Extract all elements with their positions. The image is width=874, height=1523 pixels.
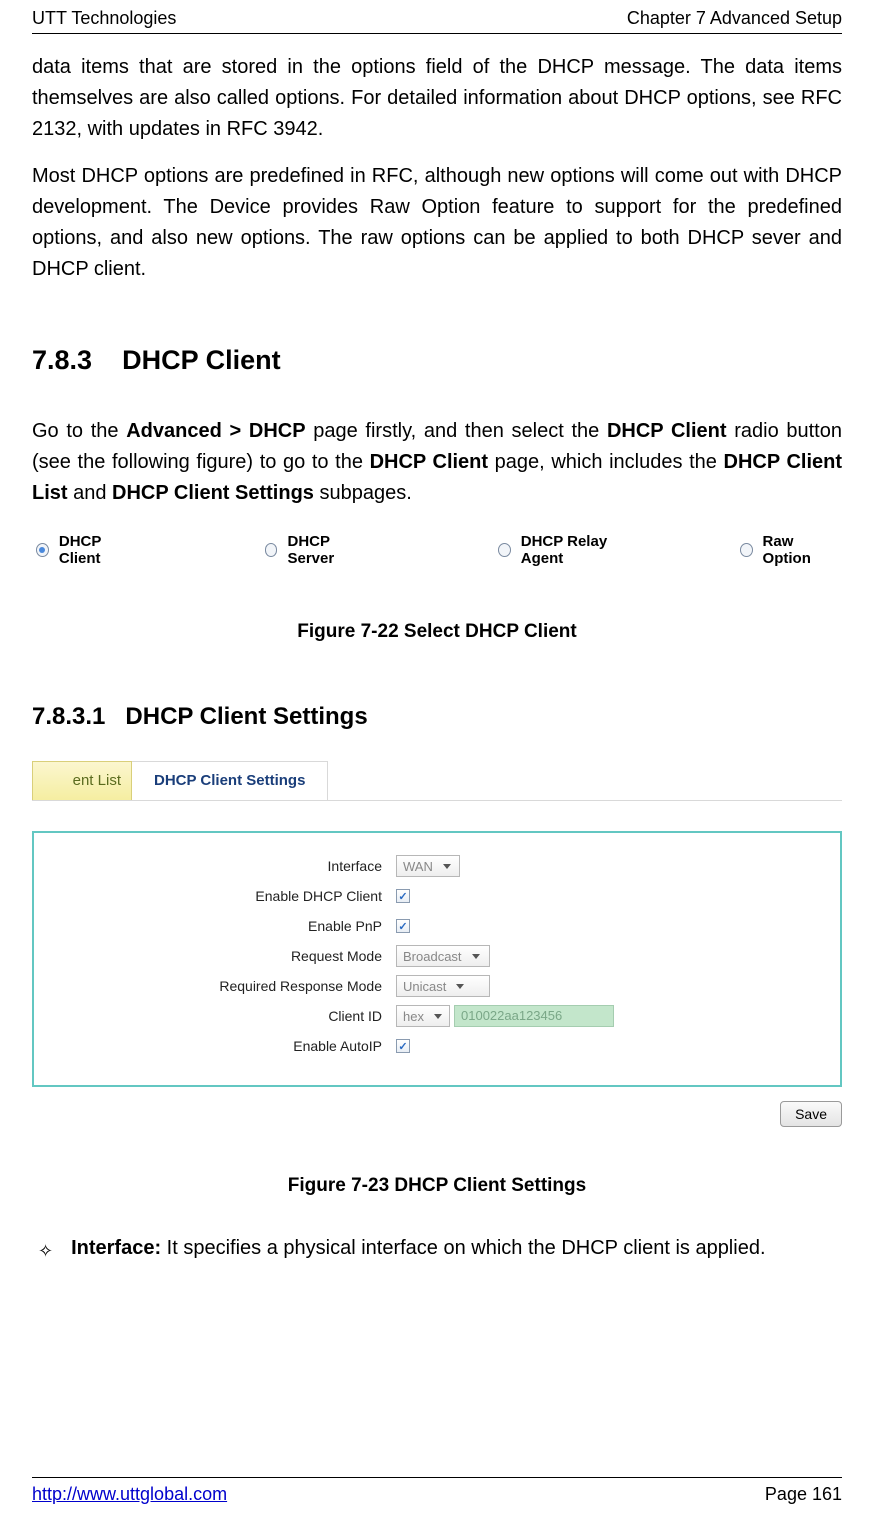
subsection-number: 7.8.3.1	[32, 703, 105, 730]
bold-text: DHCP Client	[607, 420, 727, 442]
radio-group: DHCP Client DHCP Server DHCP Relay Agent…	[32, 533, 842, 567]
radio-dhcp-server[interactable]: DHCP Server	[265, 533, 372, 567]
figure-caption-1: Figure 7-22 Select DHCP Client	[32, 621, 842, 643]
select-value: Broadcast	[403, 949, 462, 964]
text: subpages.	[314, 482, 412, 504]
paragraph-2: Most DHCP options are predefined in RFC,…	[32, 161, 842, 285]
bold-text: DHCP Client	[370, 451, 488, 473]
header-right: Chapter 7 Advanced Setup	[627, 8, 842, 29]
select-interface[interactable]: WAN	[396, 855, 460, 877]
select-value: Unicast	[403, 979, 446, 994]
select-value: WAN	[403, 859, 433, 874]
text: page, which includes the	[488, 451, 723, 473]
checkbox-autoip[interactable]	[396, 1039, 410, 1053]
select-client-id-type[interactable]: hex	[396, 1005, 450, 1027]
paragraph-3: Go to the Advanced > DHCP page firstly, …	[32, 416, 842, 509]
save-row: Save	[32, 1101, 842, 1127]
radio-icon	[740, 543, 753, 557]
section-number: 7.8.3	[32, 345, 92, 375]
bullet-body: It specifies a physical interface on whi…	[161, 1237, 765, 1259]
text: page firstly, and then select the	[306, 420, 607, 442]
bullet-label: Interface:	[71, 1237, 161, 1259]
chevron-down-icon	[434, 1014, 442, 1019]
input-client-id[interactable]: 010022aa123456	[454, 1005, 614, 1027]
chevron-down-icon	[472, 954, 480, 959]
radio-icon	[36, 543, 49, 557]
radio-raw-option[interactable]: Raw Option	[740, 533, 838, 567]
subsection-title: DHCP Client Settings	[125, 703, 367, 730]
paragraph-1: data items that are stored in the option…	[32, 52, 842, 145]
text: and	[68, 482, 112, 504]
label-enable-client: Enable DHCP Client	[46, 888, 396, 904]
bold-text: DHCP Client Settings	[112, 482, 314, 504]
select-value: hex	[403, 1009, 424, 1024]
select-response-mode[interactable]: Unicast	[396, 975, 490, 997]
header-left: UTT Technologies	[32, 8, 176, 29]
radio-dhcp-client[interactable]: DHCP Client	[36, 533, 139, 567]
checkbox-enable-pnp[interactable]	[396, 919, 410, 933]
label-enable-pnp: Enable PnP	[46, 918, 396, 934]
chevron-down-icon	[443, 864, 451, 869]
checkbox-enable-client[interactable]	[396, 889, 410, 903]
label-response-mode: Required Response Mode	[46, 978, 396, 994]
text: Go to the	[32, 420, 126, 442]
label-interface: Interface	[46, 858, 396, 874]
bullet-text: Interface: It specifies a physical inter…	[71, 1237, 765, 1260]
save-button[interactable]: Save	[780, 1101, 842, 1127]
footer-page: Page 161	[765, 1484, 842, 1505]
bold-text: Advanced > DHCP	[126, 420, 305, 442]
radio-dhcp-relay[interactable]: DHCP Relay Agent	[498, 533, 641, 567]
section-heading: 7.8.3 DHCP Client	[32, 345, 842, 376]
dhcp-client-form: Interface WAN Enable DHCP Client Enable …	[32, 831, 842, 1087]
chevron-down-icon	[456, 984, 464, 989]
radio-icon	[265, 543, 278, 557]
radio-label: DHCP Relay Agent	[521, 533, 642, 567]
radio-label: DHCP Server	[287, 533, 371, 567]
section-title: DHCP Client	[122, 345, 281, 375]
radio-label: Raw Option	[763, 533, 838, 567]
radio-icon	[498, 543, 511, 557]
tab-client-settings[interactable]: DHCP Client Settings	[132, 761, 328, 800]
select-request-mode[interactable]: Broadcast	[396, 945, 490, 967]
label-client-id: Client ID	[46, 1008, 396, 1024]
label-request-mode: Request Mode	[46, 948, 396, 964]
radio-label: DHCP Client	[59, 533, 139, 567]
page-header: UTT Technologies Chapter 7 Advanced Setu…	[32, 0, 842, 34]
tab-client-list[interactable]: ent List	[32, 761, 132, 800]
page-footer: http://www.uttglobal.com Page 161	[32, 1477, 842, 1505]
label-autoip: Enable AutoIP	[46, 1038, 396, 1054]
tabs: ent List DHCP Client Settings	[32, 761, 842, 801]
bullet-interface: ✧ Interface: It specifies a physical int…	[32, 1237, 842, 1265]
subsection-heading: 7.8.3.1 DHCP Client Settings	[32, 703, 842, 731]
figure-caption-2: Figure 7-23 DHCP Client Settings	[32, 1175, 842, 1197]
diamond-icon: ✧	[38, 1237, 53, 1265]
footer-url[interactable]: http://www.uttglobal.com	[32, 1484, 227, 1505]
